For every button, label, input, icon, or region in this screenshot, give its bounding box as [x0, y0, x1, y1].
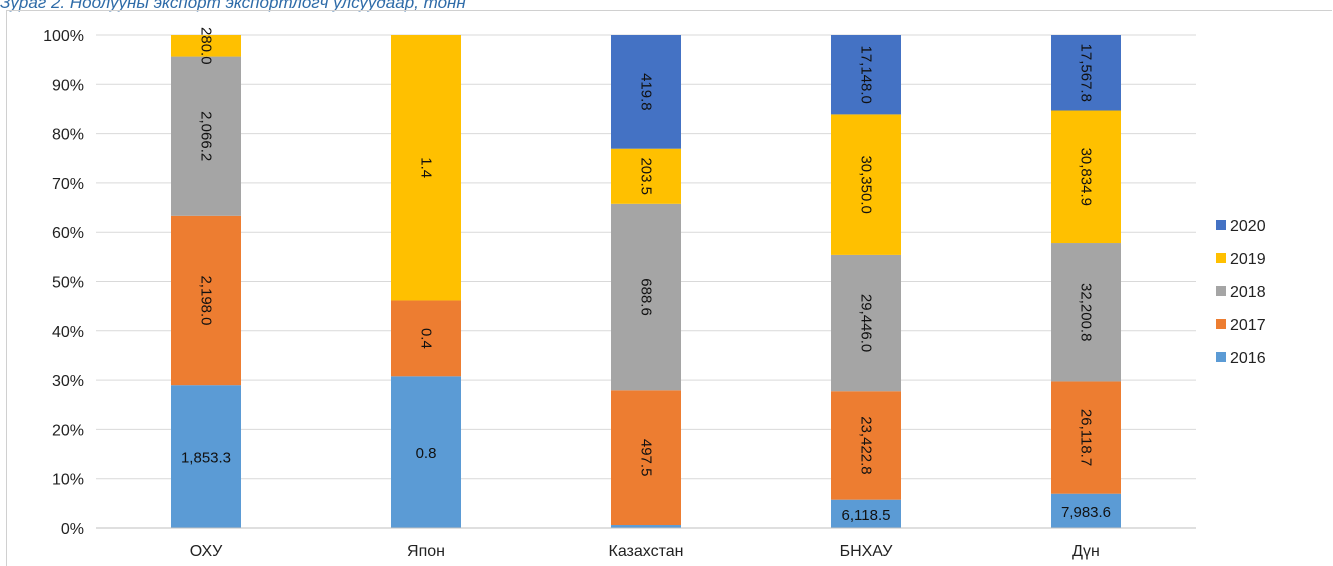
x-tick-label: ОХУ	[190, 543, 223, 560]
data-label: 0.4	[418, 328, 435, 349]
bar-segment	[1051, 493, 1121, 528]
bar-segment	[831, 114, 901, 255]
bar-segment	[1051, 35, 1121, 111]
y-tick-label: 40%	[52, 324, 84, 341]
bar-segment	[611, 35, 681, 149]
y-tick-label: 90%	[52, 77, 84, 94]
legend-swatch	[1216, 253, 1226, 263]
data-label: 29,446.0	[858, 294, 875, 352]
legend-label: 2016	[1230, 350, 1266, 367]
data-label: 26,118.7	[1078, 409, 1095, 466]
bar-segment	[171, 35, 241, 57]
data-label: 17,567.8	[1078, 44, 1095, 102]
data-label: 203.5	[638, 157, 655, 195]
data-label: 688.6	[638, 278, 655, 316]
legend-swatch	[1216, 220, 1226, 230]
data-label: 1.4	[418, 157, 435, 178]
data-label: 6,118.5	[842, 507, 891, 524]
bar-segment	[391, 35, 461, 301]
bar-segment	[831, 254, 901, 392]
legend-label: 2019	[1230, 251, 1266, 268]
bar-segment	[391, 376, 461, 528]
data-label: 30,350.0	[858, 155, 875, 213]
bar-segment	[391, 300, 461, 377]
y-tick-label: 70%	[52, 176, 84, 193]
bar-segment	[831, 35, 901, 115]
data-label: 23,422.8	[858, 416, 875, 474]
y-tick-label: 100%	[43, 28, 84, 45]
legend-swatch	[1216, 319, 1226, 329]
chart-caption: Зураг 2. Ноолууны экспорт экспортлогч ул…	[0, 0, 466, 12]
x-tick-label: Казахстан	[609, 543, 684, 560]
y-tick-label: 60%	[52, 225, 84, 242]
y-tick-label: 50%	[52, 275, 84, 292]
data-label: 30,834.9	[1078, 148, 1095, 206]
legend-label: 2020	[1230, 218, 1266, 235]
data-label: 0.8	[416, 445, 437, 462]
bar-segment	[831, 391, 901, 500]
data-label: 2,066.2	[198, 111, 215, 161]
bar-segment	[611, 390, 681, 526]
data-label: 280.0	[198, 27, 215, 65]
bar-segment	[611, 203, 681, 391]
bar-segment	[171, 385, 241, 528]
bar-segment	[1051, 110, 1121, 244]
data-label: 1,853.3	[181, 450, 231, 467]
legend-label: 2018	[1230, 284, 1266, 301]
legend-swatch	[1216, 352, 1226, 362]
x-tick-label: Япон	[407, 543, 445, 560]
data-label: 2,198.0	[198, 275, 215, 325]
y-tick-label: 30%	[52, 373, 84, 390]
bar-segment	[1051, 243, 1121, 382]
bar-segment	[171, 56, 241, 216]
data-label: 419.8	[638, 73, 655, 111]
bar-segment	[831, 499, 901, 528]
legend-swatch	[1216, 286, 1226, 296]
data-label: 7,983.6	[1061, 504, 1111, 521]
bar-segment	[611, 148, 681, 204]
x-tick-label: БНХАУ	[840, 543, 894, 560]
bar-segment	[611, 525, 681, 528]
data-label: 17,148.0	[858, 46, 875, 104]
bar-segment	[171, 215, 241, 386]
data-label: 32,200.8	[1078, 283, 1095, 341]
legend-label: 2017	[1230, 317, 1266, 334]
y-tick-label: 10%	[52, 472, 84, 489]
bar-segment	[1051, 381, 1121, 494]
y-tick-label: 80%	[52, 127, 84, 144]
y-tick-label: 0%	[61, 521, 84, 538]
data-label: 497.5	[638, 439, 655, 477]
y-tick-label: 20%	[52, 422, 84, 439]
chart-frame	[6, 10, 1332, 566]
x-tick-label: Дүн	[1072, 543, 1100, 560]
